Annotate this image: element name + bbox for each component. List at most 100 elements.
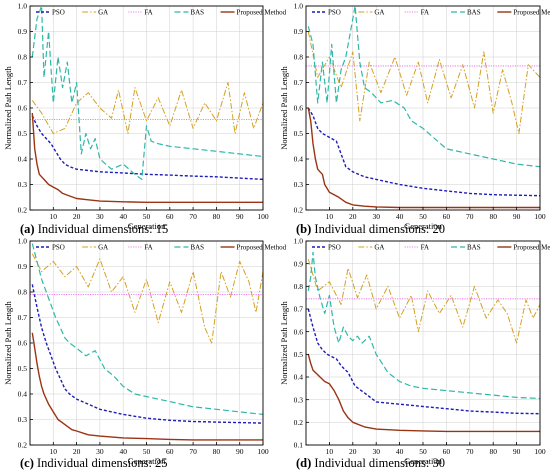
legend-label: BAS: [467, 244, 481, 252]
y-tick-label: 0.2: [18, 441, 28, 450]
x-tick-label: 100: [257, 212, 269, 221]
x-tick-label: 40: [119, 447, 127, 456]
panel-caption-text: Individual dimensions: 30: [311, 456, 445, 470]
x-tick-label: 30: [96, 212, 104, 221]
legend-label: FA: [421, 9, 429, 17]
legend: PSO GA FA BAS Proposed Method: [312, 244, 550, 252]
x-tick-label: 50: [419, 212, 427, 221]
grid: [30, 240, 264, 446]
panel-caption-text: Individual dimensions: 20: [311, 222, 445, 236]
chart-panel-4: 10 20 30 40 50 60 70 80 90 100 0.1 0.2 0.3 0.4 0.5 0.6 0…: [279, 237, 550, 470]
x-tick-label: 80: [489, 447, 497, 456]
y-tick-label: 0.6: [294, 104, 304, 113]
y-tick-label: 0.3: [294, 180, 304, 189]
legend-label: Proposed Method: [513, 244, 550, 252]
y-tick-label: 0.6: [18, 104, 28, 113]
x-axis-label: Generation: [128, 456, 167, 466]
x-tick-label: 20: [73, 212, 81, 221]
y-tick-label: 0.5: [18, 129, 28, 138]
y-tick-label: 0.7: [18, 313, 28, 322]
x-tick-label: 100: [257, 447, 269, 456]
y-tick-label: 0.2: [18, 206, 28, 215]
x-tick-label: 20: [349, 212, 357, 221]
x-tick-label: 90: [236, 212, 244, 221]
legend: PSO GA FA BAS Proposed Method: [36, 9, 287, 17]
x-tick-label: 30: [96, 447, 104, 456]
series-line-ga: [307, 31, 540, 134]
y-axis-label: Normalized Path Length: [279, 65, 289, 149]
x-tick-label: 60: [166, 212, 174, 221]
x-tick-label: 100: [534, 212, 546, 221]
grid: [30, 5, 264, 211]
legend: PSO GA FA BAS Proposed Method: [36, 244, 287, 252]
y-tick-label: 0.9: [294, 259, 304, 268]
series-line-proposed-method: [307, 354, 540, 433]
y-axis-label: Normalized Path Length: [3, 65, 13, 149]
y-tick-label: 0.7: [294, 305, 304, 314]
panel-caption-letter: (c): [20, 456, 34, 470]
panel-caption-letter: (a): [20, 222, 35, 236]
x-tick-label: 100: [534, 447, 546, 456]
x-tick-label: 50: [143, 447, 151, 456]
legend-label: Proposed Method: [237, 244, 287, 252]
y-tick-label: 0.9: [294, 27, 304, 36]
series-line-ga: [31, 82, 263, 134]
grid: [306, 240, 541, 446]
series-line-ga: [31, 253, 263, 344]
x-axis-label: Generation: [404, 221, 443, 231]
x-tick-label: 70: [189, 447, 197, 456]
legend-label: Proposed Method: [237, 9, 287, 17]
x-tick-label: 50: [143, 212, 151, 221]
x-tick-label: 70: [466, 447, 474, 456]
series-line-pso: [307, 107, 540, 197]
panel-caption: (a) Individual dimensions: 15: [20, 222, 168, 236]
x-tick-label: 90: [236, 447, 244, 456]
x-axis-label: Generation: [128, 221, 167, 231]
x-axis-label: Generation: [404, 456, 443, 466]
panel-caption: (c) Individual dimensions: 25: [20, 456, 168, 470]
y-axis-label: Normalized Path Length: [3, 300, 13, 384]
y-tick-label: 0.8: [294, 282, 304, 291]
y-tick-label: 0.2: [294, 206, 304, 215]
x-tick-label: 70: [189, 212, 197, 221]
y-tick-label: 0.4: [18, 155, 28, 164]
x-tick-label: 60: [443, 447, 451, 456]
y-tick-label: 0.3: [18, 415, 28, 424]
x-tick-label: 30: [372, 212, 380, 221]
y-tick-label: 0.9: [18, 262, 28, 271]
panel-caption-letter: (b): [296, 222, 311, 236]
y-tick-label: 1.0: [18, 237, 28, 246]
legend-label: PSO: [328, 244, 341, 252]
y-tick-label: 0.7: [294, 78, 304, 87]
y-tick-label: 0.5: [18, 364, 28, 373]
x-tick-label: 60: [443, 212, 451, 221]
y-tick-label: 0.8: [294, 53, 304, 62]
legend-label: BAS: [190, 9, 204, 17]
legend-label: Proposed Method: [513, 9, 550, 17]
chart-panel-3: 10 20 30 40 50 60 70 80 90 100 0.2 0.3 0.4 0.5 0.6 0.7 0…: [3, 237, 287, 470]
series-group: [306, 6, 540, 209]
x-tick-label: 40: [396, 447, 404, 456]
y-tick-label: 0.1: [294, 441, 304, 450]
series-line-ga: [307, 258, 540, 344]
x-tick-label: 30: [372, 447, 380, 456]
y-tick-label: 0.4: [18, 390, 28, 399]
x-tick-label: 80: [489, 212, 497, 221]
legend-label: FA: [144, 244, 152, 252]
y-tick-label: 0.8: [18, 288, 28, 297]
x-tick-label: 20: [349, 447, 357, 456]
y-tick-label: 0.3: [18, 180, 28, 189]
legend-label: GA: [98, 244, 108, 252]
grid: [306, 5, 541, 211]
x-tick-label: 90: [513, 212, 521, 221]
chart-panel-1: 10 20 30 40 50 60 70 80 90 100 0.2 0.3 0.4 0.5 0.6 0.7 0…: [3, 2, 287, 236]
legend-label: PSO: [52, 244, 65, 252]
y-tick-label: 0.5: [294, 350, 304, 359]
y-tick-label: 0.4: [294, 373, 304, 382]
legend-label: FA: [144, 9, 152, 17]
panel-caption-text: Individual dimensions: 15: [35, 222, 169, 236]
x-tick-label: 40: [396, 212, 404, 221]
y-axis-label: Normalized Path Length: [279, 300, 289, 384]
panel-caption-text: Individual dimensions: 25: [34, 456, 168, 470]
